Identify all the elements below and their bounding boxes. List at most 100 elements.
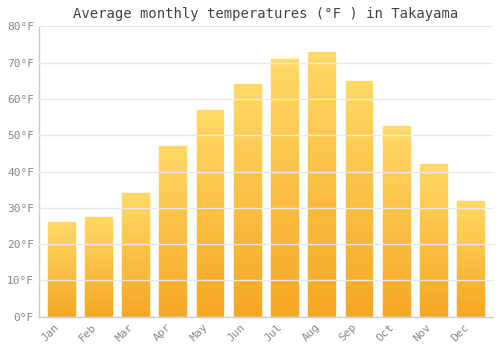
Bar	[346, 300, 372, 303]
Bar	[160, 312, 186, 313]
Bar	[122, 288, 149, 290]
Bar	[122, 230, 149, 232]
Bar	[383, 208, 409, 210]
Bar	[160, 274, 186, 276]
Bar	[122, 214, 149, 216]
Bar	[196, 308, 224, 310]
Bar	[196, 251, 224, 253]
Bar	[346, 90, 372, 92]
Bar	[346, 227, 372, 230]
Bar	[308, 237, 335, 240]
Bar	[48, 257, 74, 258]
Bar	[48, 239, 74, 240]
Bar	[196, 172, 224, 174]
Bar	[383, 204, 409, 206]
Bar	[196, 294, 224, 296]
Bar	[271, 108, 298, 111]
Bar	[271, 250, 298, 252]
Bar	[420, 295, 447, 297]
Bar	[458, 310, 484, 311]
Bar	[234, 87, 260, 89]
Bar	[122, 267, 149, 269]
Bar	[196, 286, 224, 288]
Bar	[160, 281, 186, 283]
Bar	[308, 182, 335, 184]
Bar	[346, 138, 372, 140]
Bar	[196, 213, 224, 215]
Bar	[160, 235, 186, 237]
Bar	[346, 123, 372, 126]
Bar	[85, 260, 112, 261]
Bar	[85, 304, 112, 305]
Bar	[458, 275, 484, 276]
Bar	[234, 231, 260, 233]
Bar	[196, 292, 224, 294]
Bar	[160, 276, 186, 278]
Bar	[160, 206, 186, 208]
Bar	[271, 170, 298, 173]
Bar	[308, 205, 335, 208]
Bar	[85, 223, 112, 224]
Bar	[160, 293, 186, 295]
Bar	[160, 168, 186, 170]
Bar	[48, 296, 74, 297]
Bar	[458, 231, 484, 232]
Bar	[308, 150, 335, 153]
Bar	[383, 260, 409, 261]
Bar	[308, 243, 335, 245]
Bar	[85, 277, 112, 278]
Bar	[271, 214, 298, 216]
Bar	[48, 225, 74, 226]
Bar	[122, 304, 149, 306]
Bar	[122, 281, 149, 282]
Bar	[308, 76, 335, 78]
Bar	[85, 314, 112, 315]
Bar	[48, 261, 74, 262]
Bar	[160, 160, 186, 161]
Bar	[271, 139, 298, 141]
Bar	[122, 287, 149, 288]
Bar	[383, 195, 409, 197]
Bar	[85, 312, 112, 313]
Bar	[234, 250, 260, 252]
Bar	[234, 96, 260, 98]
Bar	[160, 219, 186, 221]
Bar	[196, 124, 224, 126]
Bar	[308, 94, 335, 97]
Bar	[234, 187, 260, 189]
Bar	[85, 220, 112, 221]
Bar	[271, 85, 298, 87]
Bar	[196, 190, 224, 192]
Bar	[234, 280, 260, 282]
Bar	[458, 240, 484, 241]
Bar	[271, 173, 298, 175]
Bar	[271, 258, 298, 260]
Bar	[160, 186, 186, 187]
Bar	[420, 215, 447, 216]
Bar	[48, 274, 74, 275]
Bar	[346, 109, 372, 111]
Bar	[160, 259, 186, 260]
Bar	[308, 105, 335, 107]
Bar	[308, 91, 335, 94]
Bar	[160, 180, 186, 182]
Bar	[85, 255, 112, 256]
Bar	[160, 284, 186, 286]
Bar	[271, 82, 298, 85]
Bar	[308, 264, 335, 266]
Bar	[160, 242, 186, 243]
Bar	[234, 282, 260, 284]
Bar	[160, 247, 186, 248]
Bar	[234, 159, 260, 161]
Bar	[234, 114, 260, 117]
Bar	[234, 212, 260, 215]
Bar	[458, 267, 484, 268]
Bar	[420, 289, 447, 291]
Bar	[346, 159, 372, 161]
Bar	[346, 81, 372, 83]
Bar	[160, 260, 186, 262]
Bar	[458, 256, 484, 258]
Bar	[234, 312, 260, 315]
Bar	[308, 197, 335, 200]
Bar	[85, 252, 112, 253]
